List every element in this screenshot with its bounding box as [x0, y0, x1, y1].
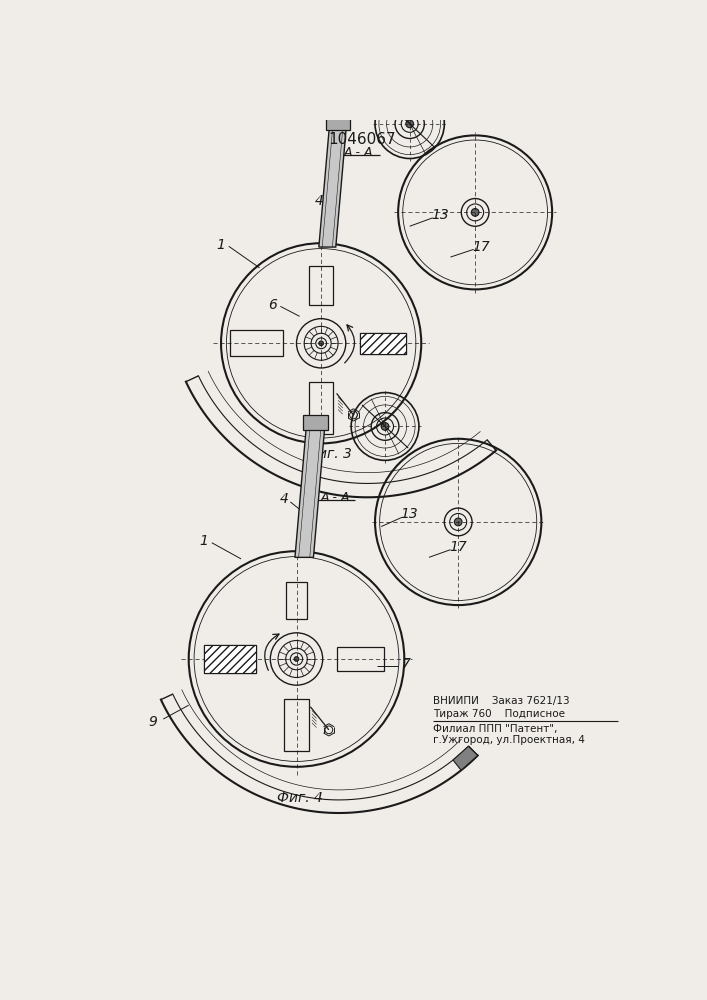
Bar [326, 115, 351, 130]
Circle shape [455, 518, 462, 526]
Text: 7: 7 [402, 657, 410, 671]
Text: Фиг. 3: Фиг. 3 [306, 447, 352, 461]
Bar [204, 645, 257, 673]
Bar [360, 333, 406, 354]
Text: 13: 13 [401, 507, 419, 521]
Text: Тираж 760    Подписное: Тираж 760 Подписное [433, 709, 565, 719]
Text: 17: 17 [472, 240, 490, 254]
Polygon shape [319, 124, 346, 247]
Polygon shape [453, 746, 478, 770]
Text: 1: 1 [216, 238, 226, 252]
Text: A - A: A - A [320, 491, 350, 504]
Bar [360, 333, 406, 354]
Circle shape [472, 209, 479, 216]
Bar [309, 382, 334, 434]
Text: A - A: A - A [344, 146, 373, 159]
Text: 1: 1 [199, 534, 209, 548]
Bar [204, 645, 257, 673]
Text: г.Ужгород, ул.Проектная, 4: г.Ужгород, ул.Проектная, 4 [433, 735, 585, 745]
Circle shape [319, 341, 324, 346]
Text: 1046067: 1046067 [328, 132, 396, 147]
Circle shape [381, 423, 389, 430]
Bar [309, 266, 334, 305]
Bar [286, 582, 308, 619]
Text: Филиал ППП "Патент",: Филиал ППП "Патент", [433, 724, 557, 734]
Text: 17: 17 [450, 540, 467, 554]
Text: ВНИИПИ    Заказ 7621/13: ВНИИПИ Заказ 7621/13 [433, 696, 569, 706]
Circle shape [294, 657, 299, 661]
Bar [337, 647, 385, 671]
Text: 4: 4 [280, 492, 288, 506]
Bar [303, 415, 328, 430]
Text: 9: 9 [149, 715, 158, 729]
Circle shape [406, 120, 414, 128]
Bar [230, 330, 283, 356]
Text: 13: 13 [431, 208, 450, 222]
Polygon shape [295, 424, 325, 557]
Bar [284, 699, 309, 751]
Text: Фиг. 4: Фиг. 4 [276, 791, 322, 805]
Text: 6: 6 [268, 298, 277, 312]
Text: 4: 4 [315, 194, 324, 208]
